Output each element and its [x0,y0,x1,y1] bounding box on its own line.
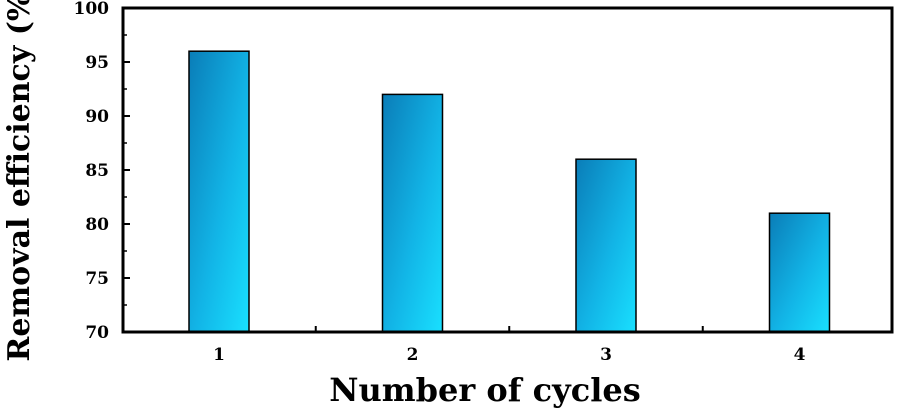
y-axis-ticks: 70 75 80 85 90 95 100 [74,0,130,343]
bar-cycle-2 [381,93,444,333]
y-tick-label: 95 [85,53,109,73]
y-tick-label: 70 [85,323,109,343]
x-axis-ticks: 1 2 3 4 [213,326,806,365]
bars-group [188,50,831,333]
bar-cycle-3 [575,158,637,333]
x-tick-label: 4 [794,345,806,365]
x-tick-label: 2 [407,345,419,365]
x-axis-title: Number of cycles [329,371,640,408]
x-tick-label: 3 [600,345,612,365]
y-tick-label: 75 [85,269,109,289]
y-tick-label: 85 [85,161,109,181]
x-tick-label: 1 [213,345,225,365]
bar-cycle-1 [188,50,250,333]
y-axis-title: Removal efficiency (%) [2,0,37,362]
y-tick-label: 90 [85,107,109,127]
y-tick-label: 100 [74,0,110,19]
y-tick-label: 80 [85,215,109,235]
bar-cycle-4 [768,212,831,333]
